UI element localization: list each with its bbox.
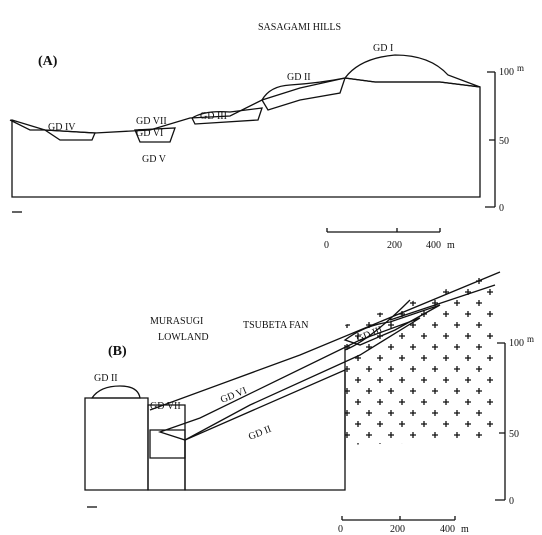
panel-label: (A) (38, 54, 58, 69)
unit: GD VII (150, 401, 181, 412)
panel-b: (B) TSUBETA FAN MURASUGI LOWLAND GD II G… (85, 270, 534, 535)
scale-label: 0 (499, 203, 504, 214)
scale-label: 200 (390, 524, 405, 535)
scale-unit: m (517, 63, 524, 73)
lowland-label: MURASUGI (150, 316, 203, 327)
panel-a: (A) SASAGAMI HILLS GD I GD II GD III GD … (10, 22, 524, 251)
horizontal-scale (327, 228, 440, 232)
horizontal-scale (342, 516, 455, 520)
bedrock (12, 78, 480, 197)
scale-label: 200 (387, 240, 402, 251)
scale-unit: m (461, 524, 469, 535)
vertical-scale (485, 72, 495, 207)
lowland-label: LOWLAND (158, 332, 209, 343)
scale-label: 400 (440, 524, 455, 535)
scale-label: 400 (426, 240, 441, 251)
unit: GD IV (48, 122, 76, 133)
panel-label: (B) (108, 344, 127, 359)
unit: GD II (247, 424, 273, 443)
unit: GD I (373, 43, 393, 54)
fan-label: TSUBETA FAN (243, 320, 308, 331)
unit: GD VI (219, 385, 248, 405)
unit: GD V (142, 154, 167, 165)
scale-label: 0 (338, 524, 343, 535)
unit: GD VII (136, 116, 167, 127)
deposit-gd1 (345, 55, 480, 87)
vertical-scale (495, 343, 505, 500)
unit: GD II (94, 373, 118, 384)
unit: GD II (287, 72, 311, 83)
scale-unit: m (447, 240, 455, 251)
deposit-gd7 (148, 405, 185, 490)
title: SASAGAMI HILLS (258, 22, 341, 33)
scale-label: 100 (499, 67, 514, 78)
unit: GD III (200, 111, 227, 122)
diagram: (A) SASAGAMI HILLS GD I GD II GD III GD … (0, 0, 542, 535)
scale-label: 0 (324, 240, 329, 251)
deposit-gd2 (92, 386, 140, 398)
scale-label: 100 (509, 338, 524, 349)
unit: GD VI (136, 128, 163, 139)
scale-label: 50 (509, 429, 519, 440)
bedrock-left (85, 398, 148, 490)
scale-label: 50 (499, 136, 509, 147)
scale-unit: m (527, 334, 534, 344)
granite (345, 270, 500, 445)
scale-label: 0 (509, 496, 514, 507)
